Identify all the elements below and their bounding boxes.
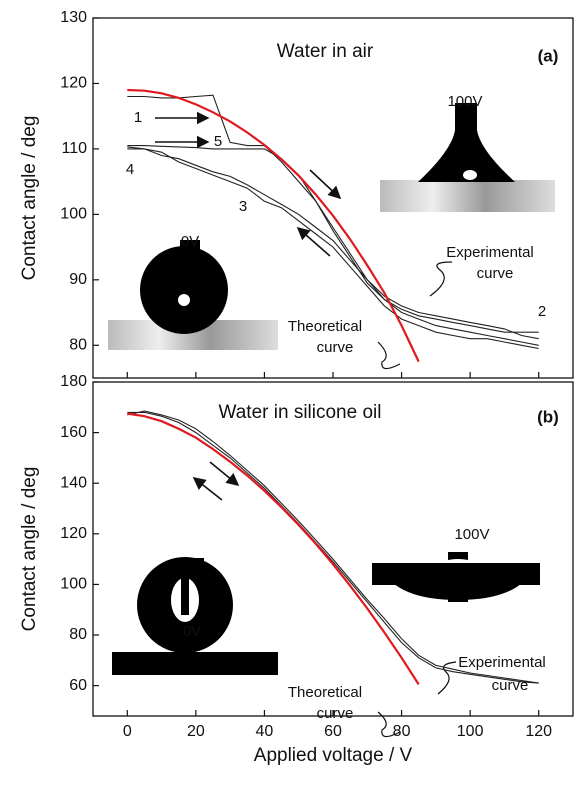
y-tick-label: 80 (69, 626, 87, 643)
x-tick-label: 20 (187, 723, 205, 740)
data-line (127, 411, 539, 684)
x-axis-label: Applied voltage / V (254, 745, 413, 766)
y-tick-label: 180 (60, 373, 87, 390)
annotation: Experimental (458, 654, 546, 671)
annotation: Theoretical (288, 318, 362, 335)
arrow (155, 111, 342, 501)
data-line (127, 94, 539, 346)
annotation: 0V (183, 623, 201, 640)
data-line (127, 410, 539, 684)
y-tick-label: 60 (69, 677, 87, 694)
annotation: 2 (538, 303, 546, 320)
annotation: curve (492, 677, 529, 694)
annotation: 0V (181, 233, 199, 250)
droplet-image (112, 557, 278, 675)
x-tick-label: 40 (256, 723, 274, 740)
x-tick-label: 80 (393, 723, 411, 740)
annotation: curve (317, 705, 354, 722)
x-tick-label: 60 (324, 723, 342, 740)
droplet-image (108, 240, 278, 350)
x-tick-label: 120 (525, 723, 552, 740)
y-tick-label: 90 (69, 271, 87, 288)
droplet-image (380, 103, 555, 212)
annotation: 1 (134, 109, 142, 126)
annotation: Water in air (277, 41, 374, 62)
annotation: 3 (239, 198, 247, 215)
data-line (127, 145, 539, 333)
y-tick-label: 100 (60, 576, 87, 593)
droplet-image (372, 552, 540, 602)
annotation: 4 (126, 161, 134, 178)
annotation: Water in silicone oil (219, 402, 382, 423)
y-tick-label: 130 (60, 9, 87, 26)
y-tick-label: 140 (60, 474, 87, 491)
annotation: 5 (214, 133, 222, 150)
callout-line (377, 261, 457, 738)
data-line (127, 412, 420, 685)
y-tick-label: 160 (60, 424, 87, 441)
annotation: (b) (537, 407, 559, 426)
x-tick-label: 100 (457, 723, 484, 740)
annotation: (a) (538, 46, 559, 65)
data-line (127, 148, 539, 350)
data-line (127, 88, 420, 363)
y-axis-label: Contact angle / deg (19, 116, 40, 281)
y-tick-label: 100 (60, 206, 87, 223)
data-line (127, 146, 539, 340)
y-axis-label: Contact angle / deg (19, 467, 40, 632)
annotation: 100V (447, 93, 482, 110)
y-tick-label: 120 (60, 75, 87, 92)
annotation: 100V (454, 526, 489, 543)
annotation: curve (477, 265, 514, 282)
annotation: curve (317, 339, 354, 356)
y-tick-label: 80 (69, 336, 87, 353)
annotation: Theoretical (288, 684, 362, 701)
y-tick-label: 110 (61, 140, 87, 157)
x-tick-label: 0 (123, 723, 132, 740)
y-tick-label: 120 (60, 525, 87, 542)
annotation: Experimental (446, 244, 534, 261)
